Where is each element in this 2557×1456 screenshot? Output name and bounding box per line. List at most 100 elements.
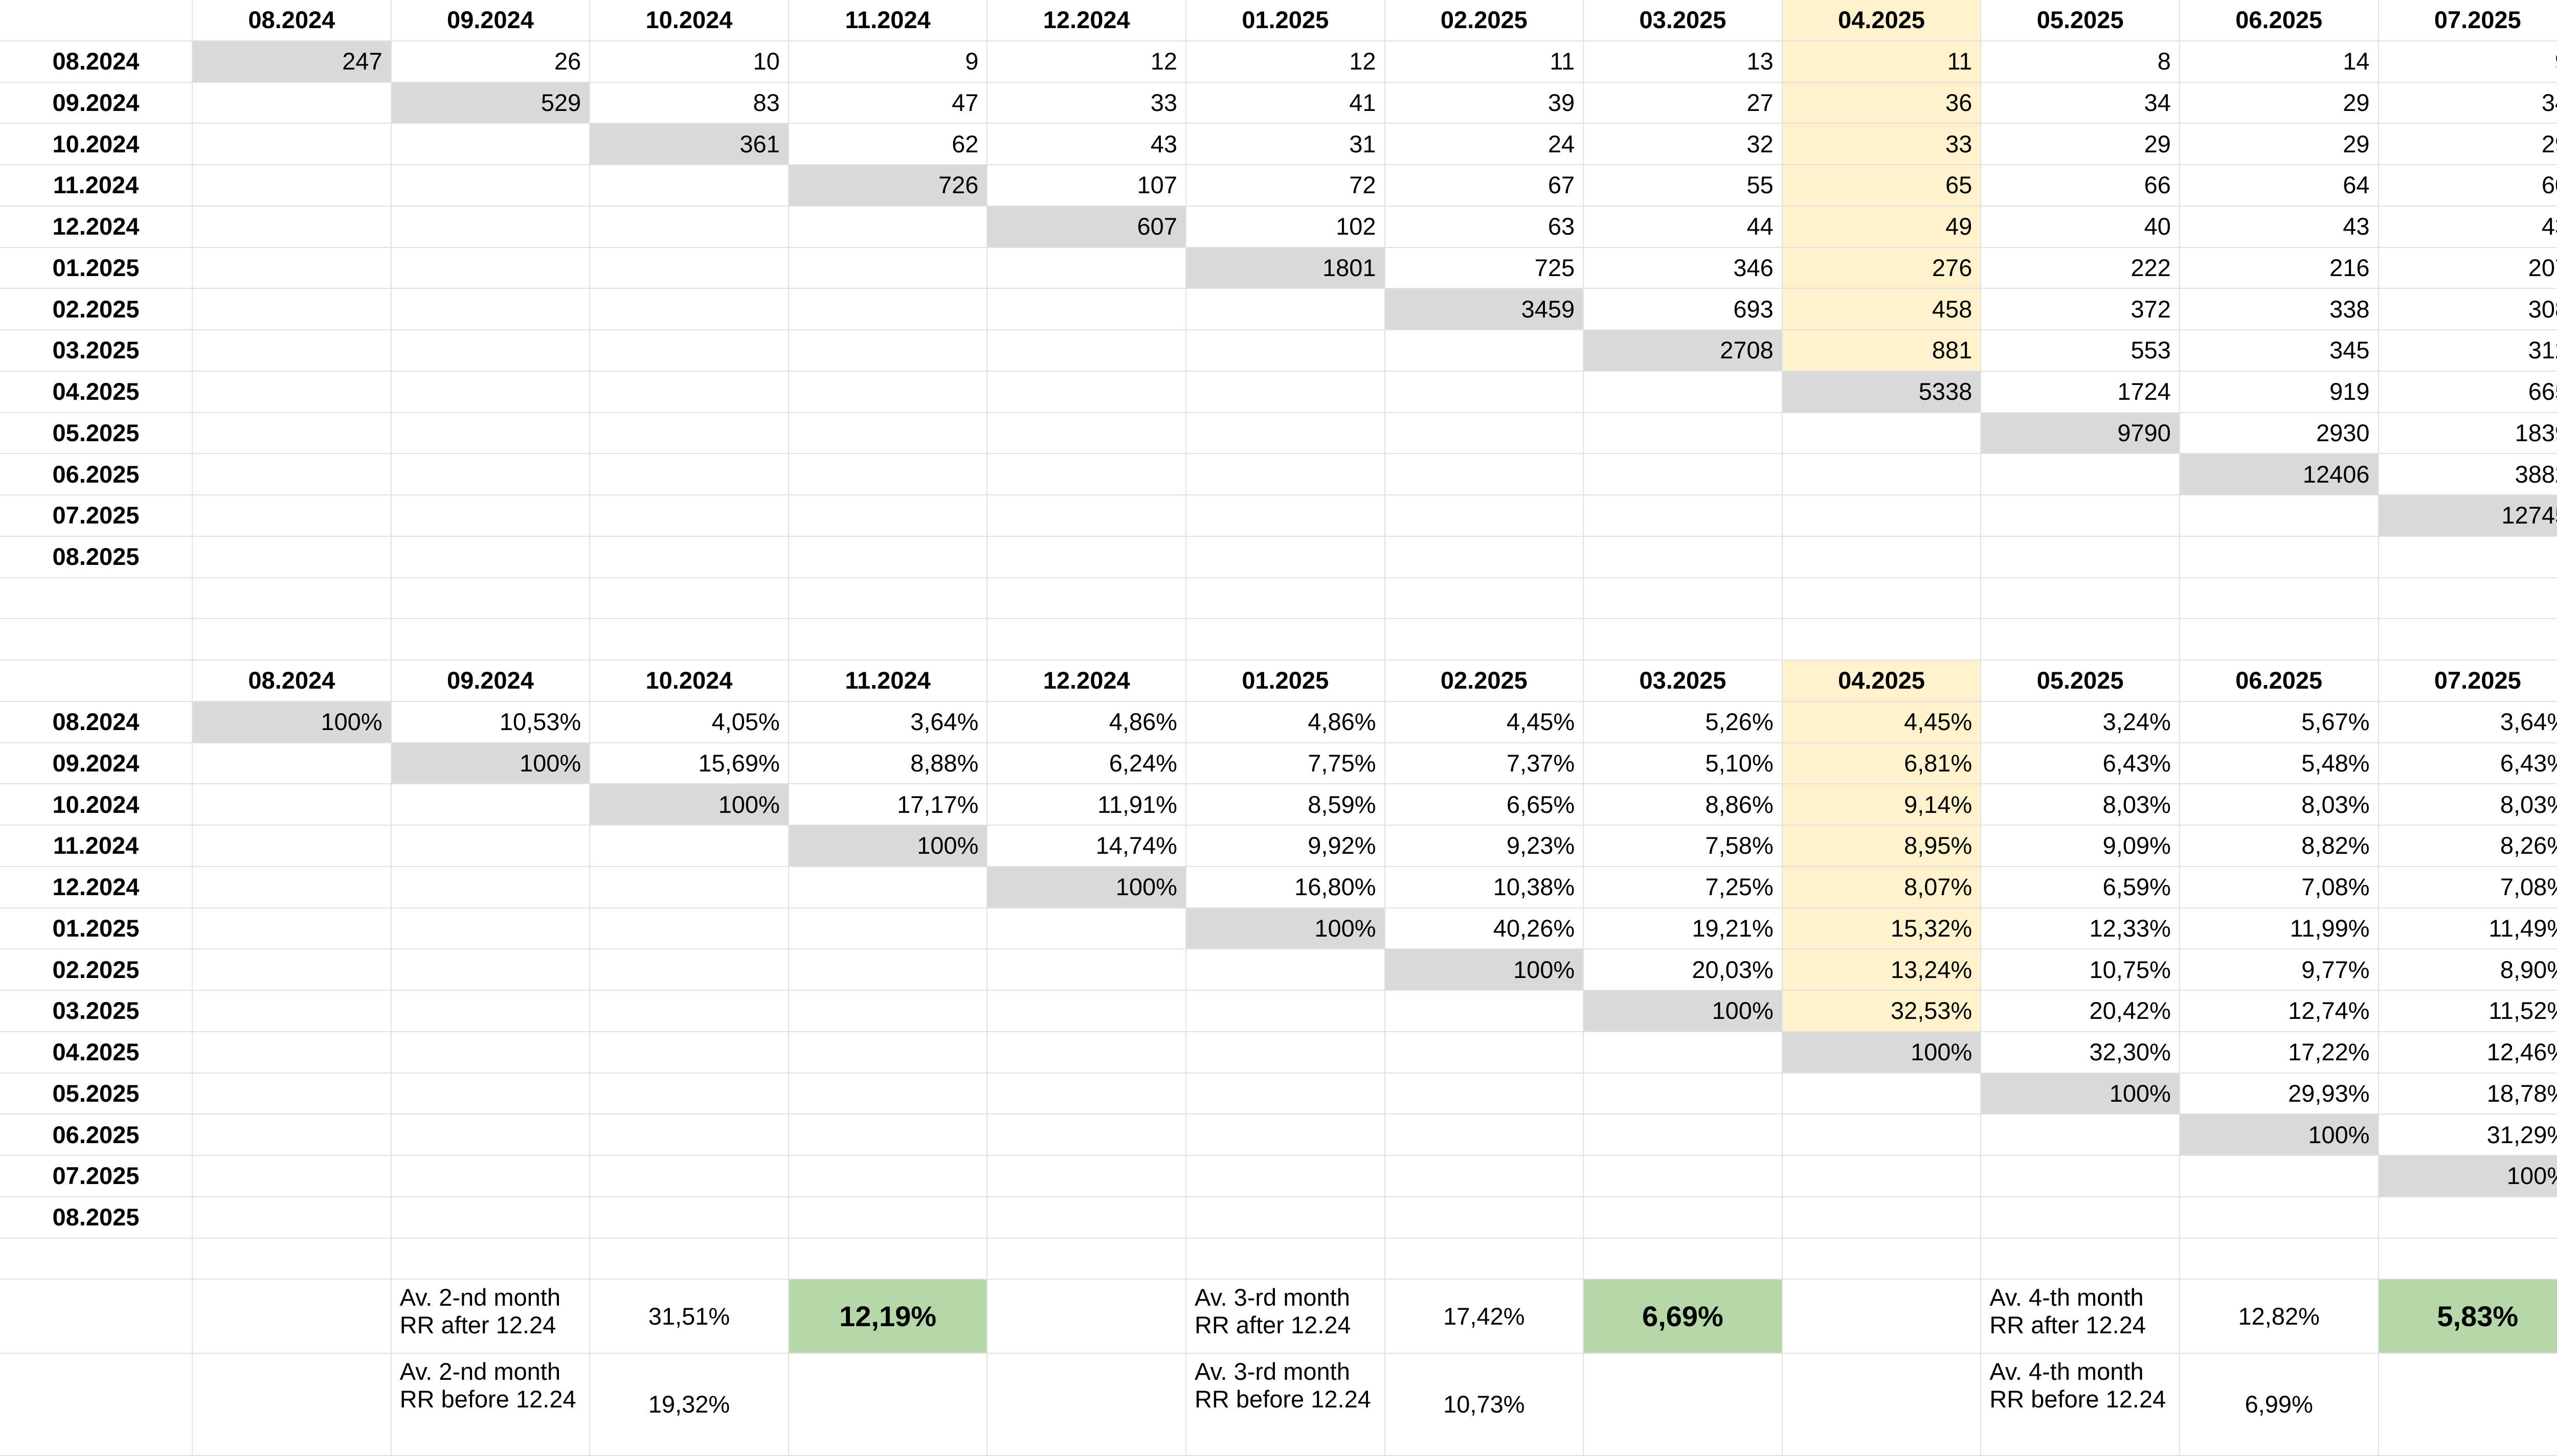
rate-cell[interactable]: 4,86% [1186,701,1385,743]
rate-cell[interactable] [1186,1156,1385,1197]
rate-cell[interactable]: 19,21% [1584,908,1783,950]
rate-cell[interactable] [391,1156,591,1197]
count-cell[interactable]: 34 [1981,82,2180,124]
rate-cell[interactable] [391,949,591,991]
count-cell[interactable] [1186,371,1385,413]
rate-cell[interactable]: 20,03% [1584,949,1783,991]
count-cell[interactable] [193,371,392,413]
empty-cell[interactable] [1782,1354,1982,1456]
rate-row-header[interactable]: 11.2024 [0,826,193,867]
count-row-header[interactable]: 04.2025 [0,371,193,413]
rate-cell[interactable]: 100% [193,701,392,743]
empty-cell[interactable] [2379,619,2557,661]
empty-cell[interactable] [2180,578,2379,620]
count-cell[interactable]: 40 [1981,206,2180,248]
empty-cell[interactable] [988,1354,1186,1456]
summary-value[interactable]: 17,42% [1385,1280,1584,1354]
count-cell[interactable]: 102 [1186,206,1385,248]
rate-cell[interactable] [391,1197,591,1239]
rate-cell[interactable]: 8,03% [2180,784,2379,826]
empty-cell[interactable] [1186,1238,1385,1280]
rate-cell[interactable] [590,1156,789,1197]
count-cell[interactable]: 62 [789,124,988,165]
summary-value[interactable]: 19,32% [590,1354,789,1456]
rate-cell[interactable]: 3,64% [789,701,988,743]
rate-cell[interactable]: 6,43% [1981,743,2180,785]
rate-cell[interactable] [789,867,988,908]
rate-cell[interactable] [193,1032,392,1074]
summary-value[interactable]: 31,51% [590,1280,789,1354]
rate-cell[interactable] [1186,1197,1385,1239]
count-cell[interactable]: 276 [1782,247,1982,289]
rate-cell[interactable]: 10,38% [1385,867,1584,908]
empty-cell[interactable] [0,1238,193,1280]
count-cell[interactable]: 12 [1186,41,1385,83]
count-cell[interactable]: 33 [988,82,1186,124]
count-cell[interactable]: 107 [988,165,1186,207]
count-cell[interactable] [1186,495,1385,537]
count-cell[interactable] [789,495,988,537]
count-cell[interactable] [193,536,392,578]
rate-row-header[interactable]: 08.2025 [0,1197,193,1239]
rate-cell[interactable] [1782,1114,1982,1156]
rate-cell[interactable]: 100% [988,867,1186,908]
rate-cell[interactable]: 4,45% [1385,701,1584,743]
rate-cell[interactable]: 7,58% [1584,826,1783,867]
empty-cell[interactable] [2379,1354,2557,1456]
count-cell[interactable] [1385,330,1584,372]
rate-cell[interactable] [590,1073,789,1115]
rate-cell[interactable]: 6,59% [1981,867,2180,908]
count-cell[interactable] [391,165,591,207]
rate-cell[interactable]: 7,08% [2379,867,2557,908]
count-cell[interactable]: 55 [1584,165,1783,207]
rate-cell[interactable] [789,949,988,991]
rate-cell[interactable] [391,1032,591,1074]
count-cell[interactable]: 64 [2180,165,2379,207]
rate-cell[interactable] [1186,991,1385,1032]
count-cell[interactable] [988,495,1186,537]
rate-cell[interactable] [391,908,591,950]
count-cell[interactable] [391,495,591,537]
rate-cell[interactable] [193,1156,392,1197]
count-cell[interactable] [1584,495,1783,537]
rate-cell[interactable] [1385,1073,1584,1115]
count-cell[interactable] [391,330,591,372]
rate-cell[interactable] [789,908,988,950]
count-cell[interactable]: 39 [1385,82,1584,124]
count-cell[interactable]: 26 [391,41,591,83]
rate-corner-cell[interactable] [0,661,193,702]
rate-cell[interactable]: 6,43% [2379,743,2557,785]
count-cell[interactable] [988,247,1186,289]
rate-cell[interactable]: 29,93% [2180,1073,2379,1115]
empty-cell[interactable] [988,1280,1186,1354]
summary-result[interactable]: 6,69% [1584,1280,1783,1354]
rate-cell[interactable]: 14,74% [988,826,1186,867]
count-cell[interactable]: 726 [789,165,988,207]
count-cell[interactable] [590,413,789,454]
rate-cell[interactable] [193,826,392,867]
rate-cell[interactable] [988,1032,1186,1074]
count-cell[interactable] [1186,289,1385,330]
empty-cell[interactable] [0,1280,193,1354]
rate-cell[interactable] [1584,1032,1783,1074]
count-cell[interactable] [1186,536,1385,578]
count-cell[interactable] [789,206,988,248]
count-column-header[interactable]: 09.2024 [391,0,591,41]
rate-cell[interactable]: 11,91% [988,784,1186,826]
count-row-header[interactable]: 01.2025 [0,247,193,289]
count-cell[interactable] [789,247,988,289]
count-cell[interactable]: 529 [391,82,591,124]
empty-cell[interactable] [590,619,789,661]
count-cell[interactable]: 83 [590,82,789,124]
rate-cell[interactable] [1186,1032,1385,1074]
count-cell[interactable] [1981,454,2180,495]
rate-cell[interactable] [789,1156,988,1197]
rate-cell[interactable]: 100% [1385,949,1584,991]
rate-cell[interactable] [590,991,789,1032]
rate-cell[interactable] [1385,991,1584,1032]
rate-cell[interactable]: 3,24% [1981,701,2180,743]
count-cell[interactable]: 2708 [1584,330,1783,372]
rate-cell[interactable]: 100% [2180,1114,2379,1156]
rate-cell[interactable] [1782,1197,1982,1239]
rate-cell[interactable]: 8,82% [2180,826,2379,867]
